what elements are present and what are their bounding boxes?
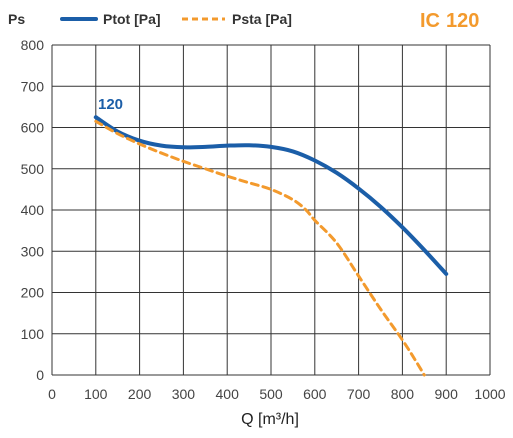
x-tick-label-800: 800 [391,386,415,402]
legend-label-psta: Psta [Pa] [232,11,292,27]
y-tick-label-0: 0 [36,367,44,383]
y-tick-label-300: 300 [21,243,45,259]
x-tick-label-900: 900 [435,386,459,402]
x-axis-label: Q [m³/h] [241,411,299,428]
tick-labels: 0 100 200 300 400 500 600 700 800 900 1000 0 100 200 3… [21,37,506,402]
x-tick-label-0: 0 [48,386,56,402]
y-tick-label-800: 800 [21,37,45,53]
series-line-psta [94,119,426,377]
x-tick-label-1000: 1000 [474,386,505,402]
legend: Ptot [Pa] Psta [Pa] [60,11,292,27]
x-tick-label-200: 200 [128,386,152,402]
x-tick-label-500: 500 [259,386,283,402]
y-tick-label-700: 700 [21,78,45,94]
series-layer [93,115,449,377]
grid [51,44,491,376]
y-tick-label-200: 200 [21,285,45,301]
x-tick-label-300: 300 [172,386,196,402]
model-number: 120 [446,10,479,32]
y-tick-label-500: 500 [21,161,45,177]
y-tick-label-600: 600 [21,120,45,136]
x-tick-label-100: 100 [84,386,108,402]
x-tick-label-600: 600 [303,386,327,402]
model-title: IC 120 [420,10,479,32]
x-tick-label-700: 700 [347,386,371,402]
y-axis-label: Ps [8,11,25,27]
curve-label-120: 120 [98,96,123,113]
legend-label-ptot: Ptot [Pa] [103,11,161,27]
y-tick-label-100: 100 [21,326,45,342]
series-line-ptot [93,115,449,276]
x-tick-label-400: 400 [216,386,240,402]
y-tick-label-400: 400 [21,202,45,218]
model-prefix: IC [420,10,440,32]
